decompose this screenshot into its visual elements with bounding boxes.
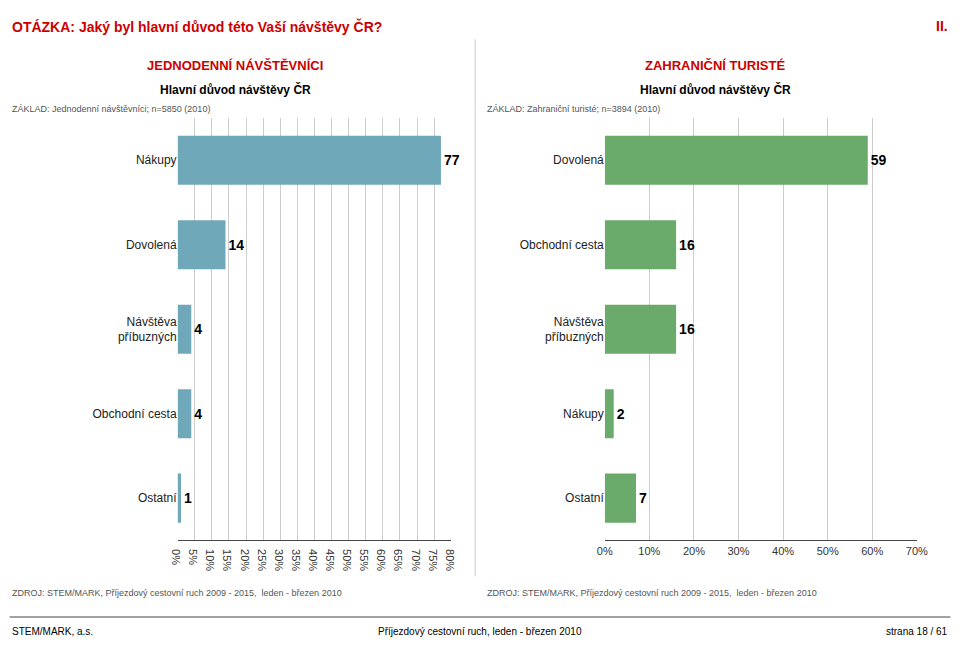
svg-text:1: 1	[184, 490, 192, 506]
svg-text:10%: 10%	[204, 549, 216, 571]
svg-text:45%: 45%	[324, 549, 336, 571]
svg-text:5%: 5%	[187, 549, 199, 565]
svg-text:80%: 80%	[444, 549, 456, 571]
svg-text:50%: 50%	[341, 549, 353, 571]
svg-text:4: 4	[194, 406, 202, 422]
svg-text:40%: 40%	[772, 545, 794, 557]
svg-text:7: 7	[639, 490, 647, 506]
svg-text:15%: 15%	[221, 549, 233, 571]
svg-text:30%: 30%	[727, 545, 749, 557]
svg-text:Dovolená: Dovolená	[126, 238, 177, 252]
svg-text:Návštěvapříbuzných: Návštěvapříbuzných	[118, 315, 177, 345]
svg-text:0%: 0%	[170, 549, 182, 565]
svg-text:4: 4	[194, 321, 202, 337]
svg-text:2: 2	[617, 406, 625, 422]
svg-text:0%: 0%	[597, 545, 613, 557]
svg-text:Hlavní důvod návštěvy ČR: Hlavní důvod návštěvy ČR	[640, 82, 791, 97]
svg-text:16: 16	[679, 237, 695, 253]
svg-text:Hlavní důvod návštěvy ČR: Hlavní důvod návštěvy ČR	[160, 82, 311, 97]
svg-text:Nákupy: Nákupy	[136, 153, 177, 167]
svg-text:Ostatní: Ostatní	[565, 491, 604, 505]
svg-text:20%: 20%	[683, 545, 705, 557]
svg-text:25%: 25%	[256, 549, 268, 571]
svg-text:75%: 75%	[427, 549, 439, 571]
svg-text:ZDROJ: STEM/MARK, Příjezdový c: ZDROJ: STEM/MARK, Příjezdový cestovní ru…	[487, 588, 817, 598]
svg-text:ZÁKLAD: Jednodenní návštěvníci: ZÁKLAD: Jednodenní návštěvníci; n=5850 (…	[12, 104, 210, 114]
svg-text:STEM/MARK, a.s.: STEM/MARK, a.s.	[12, 626, 93, 637]
svg-text:60%: 60%	[375, 549, 387, 571]
svg-text:70%: 70%	[410, 549, 422, 571]
svg-text:65%: 65%	[392, 549, 404, 571]
svg-text:50%: 50%	[817, 545, 839, 557]
svg-text:Dovolená: Dovolená	[553, 153, 604, 167]
svg-text:strana 18 / 61: strana 18 / 61	[886, 626, 948, 637]
svg-text:ZAHRANIČNÍ TURISTÉ: ZAHRANIČNÍ TURISTÉ	[645, 58, 785, 73]
svg-text:16: 16	[679, 321, 695, 337]
svg-text:60%: 60%	[861, 545, 883, 557]
svg-text:Návštěvapříbuzných: Návštěvapříbuzných	[545, 315, 604, 345]
svg-text:Ostatní: Ostatní	[138, 491, 177, 505]
svg-text:ZDROJ: STEM/MARK, Příjezdový c: ZDROJ: STEM/MARK, Příjezdový cestovní ru…	[12, 588, 342, 598]
svg-text:20%: 20%	[239, 549, 251, 571]
svg-text:OTÁZKA: Jaký byl hlavní důvod: OTÁZKA: Jaký byl hlavní důvod této Vaší …	[12, 18, 382, 35]
svg-text:55%: 55%	[358, 549, 370, 571]
svg-text:59: 59	[871, 152, 887, 168]
svg-text:10%: 10%	[638, 545, 660, 557]
svg-text:35%: 35%	[290, 549, 302, 571]
svg-text:40%: 40%	[307, 549, 319, 571]
svg-text:ZÁKLAD: Zahraniční turisté; n=: ZÁKLAD: Zahraniční turisté; n=3894 (2010…	[487, 104, 660, 114]
svg-text:Příjezdový cestovní ruch, lede: Příjezdový cestovní ruch, leden - březen…	[378, 626, 582, 637]
svg-text:77: 77	[444, 152, 460, 168]
svg-text:70%: 70%	[906, 545, 928, 557]
svg-text:II.: II.	[936, 18, 948, 34]
svg-text:30%: 30%	[273, 549, 285, 571]
svg-text:Obchodní cesta: Obchodní cesta	[93, 407, 177, 421]
svg-text:14: 14	[228, 237, 244, 253]
svg-text:Nákupy: Nákupy	[563, 407, 604, 421]
svg-text:Obchodní cesta: Obchodní cesta	[520, 238, 604, 252]
svg-text:JEDNODENNÍ NÁVŠTĚVNÍCI: JEDNODENNÍ NÁVŠTĚVNÍCI	[147, 58, 323, 73]
